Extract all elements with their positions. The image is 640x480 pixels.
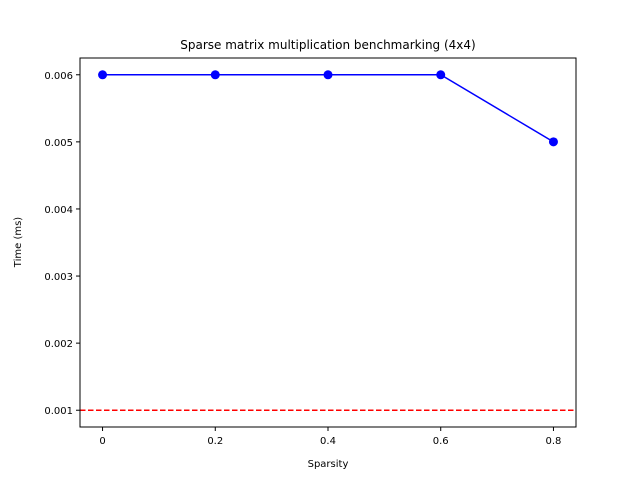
y-tick-label-1: 0.002 [44, 339, 73, 350]
y-tick-label-0: 0.001 [44, 406, 73, 417]
data-point-0-4 [548, 137, 558, 147]
y-tick-label-4: 0.005 [44, 138, 73, 149]
data-point-0-0 [98, 70, 108, 80]
x-tick-label-0: 0 [99, 436, 105, 447]
data-point-0-3 [436, 70, 446, 80]
x-tick-label-3: 0.6 [433, 436, 449, 447]
data-point-0-2 [323, 70, 333, 80]
y-tick-label-5: 0.006 [44, 71, 73, 82]
y-tick-label-2: 0.003 [44, 272, 73, 283]
x-tick-label-4: 0.8 [546, 436, 562, 447]
y-axis-label: Time (ms) [13, 217, 24, 269]
y-tick-label-3: 0.004 [44, 205, 73, 216]
plot-area: 0 0.2 0.4 0.6 0.8 0.001 0.002 0.003 0.004 0.005 0.… [44, 57, 577, 447]
x-tick-label-1: 0.2 [207, 436, 223, 447]
chart-title: Sparse matrix multiplication benchmarkin… [180, 38, 475, 52]
x-axis-label: Sparsity [308, 459, 349, 470]
x-tick-label-2: 0.4 [320, 436, 336, 447]
data-point-0-1 [210, 70, 220, 80]
